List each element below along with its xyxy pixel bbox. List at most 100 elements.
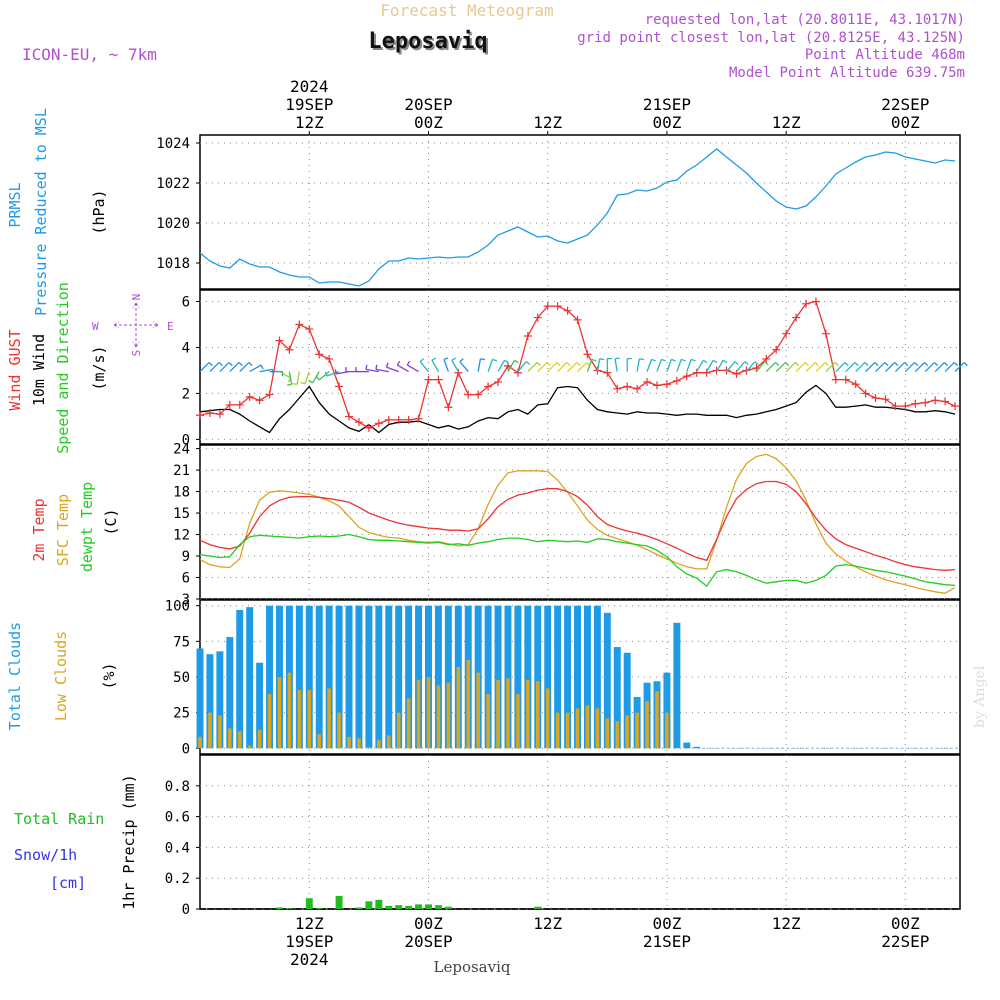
wind-barb-flag bbox=[775, 361, 780, 367]
low-clouds-title: Low Clouds bbox=[52, 631, 70, 721]
low-cloud-bar bbox=[555, 712, 560, 749]
low-cloud-bar bbox=[317, 734, 322, 749]
wind-barb-flag bbox=[894, 361, 899, 367]
total-cloud-bar bbox=[514, 605, 522, 749]
low-cloud-bar bbox=[625, 715, 629, 749]
total-cloud-bar bbox=[544, 605, 552, 749]
gust-title: Wind GUST bbox=[6, 329, 24, 410]
wind-barb bbox=[835, 361, 849, 373]
ytick-label-clouds: 75 bbox=[173, 634, 190, 650]
ytick-label-precip: 0.2 bbox=[165, 871, 190, 887]
wind-gust-marker bbox=[464, 390, 473, 399]
wind-barb bbox=[507, 359, 519, 372]
wind-barb-flag bbox=[546, 361, 551, 367]
low-cloud-bar bbox=[535, 681, 540, 749]
low-cloud-bar bbox=[337, 712, 341, 749]
total-cloud-bar bbox=[415, 605, 423, 749]
wind-barb-shaft bbox=[586, 359, 593, 372]
rain-bar bbox=[315, 908, 323, 909]
ytick-label-precip: 0 bbox=[182, 902, 190, 918]
wind-barb-flag bbox=[480, 358, 486, 361]
low-cloud-bar bbox=[655, 691, 659, 749]
wind-gust-marker bbox=[881, 395, 890, 404]
wind-barb-flag bbox=[208, 361, 213, 367]
wind-barb-shaft bbox=[557, 361, 568, 373]
low-cloud-bar bbox=[367, 746, 371, 749]
wind-barb bbox=[345, 367, 359, 373]
wind-barb-flag bbox=[814, 361, 819, 367]
wind-barb-flag bbox=[300, 381, 306, 385]
wind-barb-flag bbox=[744, 361, 749, 366]
temp-2m-line bbox=[199, 480, 956, 571]
wind-barb bbox=[596, 358, 605, 372]
wind-barb-shaft bbox=[209, 361, 220, 373]
bottom-time-label: 12Z bbox=[533, 914, 562, 933]
panel-frame-precip bbox=[199, 754, 961, 910]
wind-barb bbox=[656, 358, 666, 372]
wind-gust-marker bbox=[325, 354, 334, 363]
total-cloud-bar bbox=[365, 605, 373, 749]
total-cloud-bar bbox=[434, 605, 442, 749]
wind-barb-flag bbox=[794, 361, 800, 367]
total-cloud-bar bbox=[375, 605, 383, 749]
low-cloud-bar bbox=[516, 694, 520, 749]
wind-gust-marker bbox=[831, 375, 840, 384]
total-clouds-title: Total Clouds bbox=[6, 622, 24, 730]
wind-barb bbox=[431, 357, 439, 372]
wind-barb bbox=[229, 361, 243, 373]
wind-barb-flag bbox=[315, 376, 320, 381]
panel-frame-wind bbox=[199, 289, 961, 445]
wind-gust-marker bbox=[772, 345, 781, 354]
wind-barb-flag bbox=[308, 380, 314, 384]
total-cloud-bar bbox=[295, 605, 303, 749]
wind-barb bbox=[765, 361, 780, 373]
rain-bar bbox=[395, 905, 403, 909]
ytick-label-wind: 4 bbox=[182, 340, 190, 356]
low-cloud-bar bbox=[466, 659, 471, 749]
wind-gust-marker bbox=[474, 390, 483, 399]
wind-barb bbox=[199, 361, 213, 373]
compass-w: W bbox=[92, 320, 99, 333]
total-cloud-bar bbox=[305, 605, 313, 749]
wind-barb bbox=[517, 361, 531, 373]
wind-gust-marker bbox=[523, 331, 532, 340]
rain-bar bbox=[425, 904, 432, 909]
total-cloud-bar bbox=[593, 605, 601, 749]
low-cloud-bar bbox=[486, 694, 490, 749]
total-cloud-bar bbox=[524, 605, 532, 749]
sfc-temp-title: SFC Temp bbox=[54, 494, 72, 566]
bottom-time-label: 00Z bbox=[652, 914, 681, 933]
wind-gust-marker bbox=[821, 329, 830, 338]
wind-gust-marker bbox=[225, 400, 234, 409]
wind-barb-shaft bbox=[517, 361, 527, 373]
low-cloud-bar bbox=[386, 735, 391, 749]
total-cloud-bar bbox=[494, 605, 502, 749]
wind-barb bbox=[614, 357, 620, 372]
wind-barb-flag bbox=[431, 357, 437, 361]
ytick-label-wind: 0 bbox=[182, 432, 190, 448]
wind-gust-marker bbox=[553, 302, 562, 311]
wind-barb-shaft bbox=[875, 361, 886, 373]
wind-gust-marker bbox=[345, 412, 354, 421]
wind-barb bbox=[944, 361, 958, 373]
total-cloud-bar bbox=[315, 605, 323, 749]
bottom-time-label: 12Z bbox=[295, 914, 324, 933]
wind-barb-shaft bbox=[229, 361, 240, 373]
low-cloud-bar bbox=[257, 729, 262, 749]
wind-gust-marker bbox=[573, 315, 582, 324]
low-cloud-bar bbox=[545, 688, 550, 749]
wind-gust-marker bbox=[404, 415, 413, 424]
wind-barb-flag bbox=[874, 361, 879, 367]
total-cloud-bar bbox=[405, 605, 413, 749]
rain-bar bbox=[405, 905, 413, 909]
low-cloud-bar bbox=[307, 689, 312, 749]
snow-title: Snow/1h bbox=[14, 846, 77, 864]
wind-barb-shaft bbox=[259, 368, 273, 373]
total-cloud-bar bbox=[693, 746, 701, 749]
snow-unit: [cm] bbox=[50, 874, 86, 892]
ytick-label-clouds: 50 bbox=[173, 670, 190, 686]
pressure-line bbox=[199, 148, 956, 287]
wind-barb-flag bbox=[536, 361, 541, 367]
ytick-label-temperature: 9 bbox=[182, 549, 190, 565]
wind-barb-shaft bbox=[894, 361, 906, 373]
